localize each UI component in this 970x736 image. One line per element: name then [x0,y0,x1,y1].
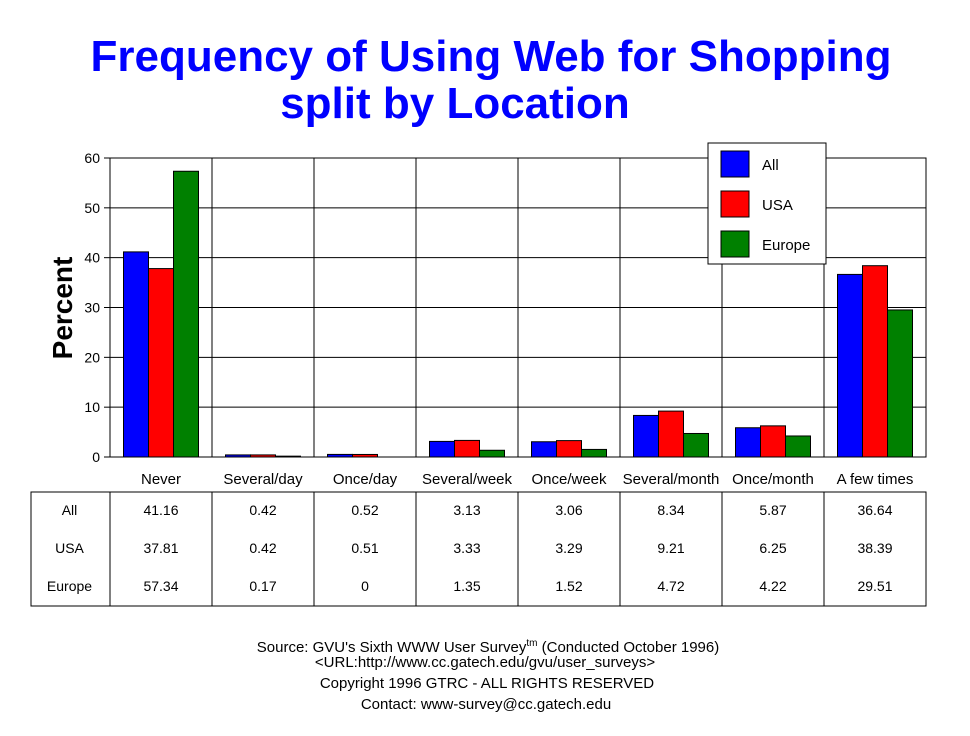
table-cell: 3.06 [555,502,582,518]
table-cell: 3.33 [453,540,480,556]
y-tick-label: 20 [84,349,100,365]
x-tick-label: Several/day [223,471,303,488]
data-table: All 41.16 0.42 0.52 3.13 3.06 8.34 5.87 36.64 USA… [30,491,927,607]
legend-label-all: All [762,157,779,174]
bar-all-4 [531,441,557,458]
x-tick-label: Once/week [531,471,607,488]
table-cell: 0 [361,578,369,594]
table-cell: 0.42 [249,502,276,518]
table-cell: 0.17 [249,578,276,594]
bar-europe-1 [275,455,301,458]
table-cell: 9.21 [657,540,684,556]
table-row-label: Europe [47,578,92,594]
copyright: Copyright 1996 GTRC - ALL RIGHTS RESERVE… [319,675,655,692]
table-row-label: USA [55,540,84,556]
table-cell: 5.87 [759,502,786,518]
bar-all-3 [429,440,455,458]
x-tick-label: Once/day [333,471,398,488]
x-tick-label: A few times [837,471,914,488]
table-cell: 0.51 [351,540,378,556]
table-cell: 0.52 [351,502,378,518]
bar-usa-2 [352,453,378,458]
table-cell: 1.52 [555,578,582,594]
y-tick-label: 30 [84,300,100,316]
table-frame [30,491,927,607]
table-cell: 36.64 [857,502,892,518]
contact: Contact: www-survey@cc.gatech.edu [360,696,612,713]
bar-usa-6 [760,425,786,458]
chart-subtitle: split by Location [280,79,630,128]
bar-europe-0 [173,170,199,458]
legend: All USA Europe [707,142,827,265]
x-tick-label: Several/month [623,471,720,488]
legend-swatch-europe [720,230,750,258]
table-cell: 4.72 [657,578,684,594]
table-cell: 29.51 [857,578,892,594]
chart-title: Frequency of Using Web for Shopping [90,32,892,81]
bar-europe-5 [683,432,709,458]
bar-usa-0 [148,268,174,458]
table-cell: 8.34 [657,502,684,518]
table-cell: 3.13 [453,502,480,518]
y-tick-label: 0 [92,449,100,465]
bar-europe-3 [479,449,505,458]
source-line: Source: GVU's Sixth WWW User Surveytm (C… [0,634,970,658]
table-cell: 0.42 [249,540,276,556]
bar-europe-4 [581,448,607,458]
legend-label-usa: USA [762,197,793,214]
x-tick-label: Several/week [422,471,513,488]
bar-europe-6 [785,435,811,458]
source-url: <URL:http://www.cc.gatech.edu/gvu/user_s… [314,654,656,671]
table-cell: 38.39 [857,540,892,556]
y-tick-label: 50 [84,200,100,216]
bar-europe-7 [887,309,913,458]
x-tick-label: Once/month [732,471,814,488]
table-cell: 3.29 [555,540,582,556]
trademark-sup: tm [526,638,538,649]
table-row-label: All [62,502,78,518]
bar-usa-5 [658,410,684,458]
bar-all-5 [633,414,659,458]
bar-usa-4 [556,440,582,458]
table-cell: 37.81 [143,540,178,556]
bars [123,170,913,458]
table-cell: 4.22 [759,578,786,594]
bar-usa-7 [862,265,888,458]
x-tick-label: Never [141,471,181,488]
bar-usa-3 [454,439,480,458]
bar-all-1 [225,454,251,458]
legend-swatch-usa [720,190,750,218]
bar-all-0 [123,251,149,458]
table-cell: 6.25 [759,540,786,556]
bar-all-2 [327,453,353,458]
y-tick-label: 40 [84,250,100,266]
bar-all-6 [735,427,761,458]
bar-usa-1 [250,454,276,458]
table-cell: 57.34 [143,578,178,594]
source-date: (Conducted October 1996) [541,639,720,656]
legend-swatch-all [720,150,750,178]
table-cell: 1.35 [453,578,480,594]
bar-all-7 [837,273,863,458]
y-axis-label: Percent [47,257,78,360]
y-tick-label: 10 [84,399,100,415]
y-tick-label: 60 [84,150,100,166]
table-cell: 41.16 [143,502,178,518]
axes: 0 10 20 30 40 50 60 Never Several/day Once/day Sev… [84,150,913,488]
legend-label-europe: Europe [762,237,810,254]
source-text: Source: GVU's Sixth WWW User Survey [256,639,527,656]
